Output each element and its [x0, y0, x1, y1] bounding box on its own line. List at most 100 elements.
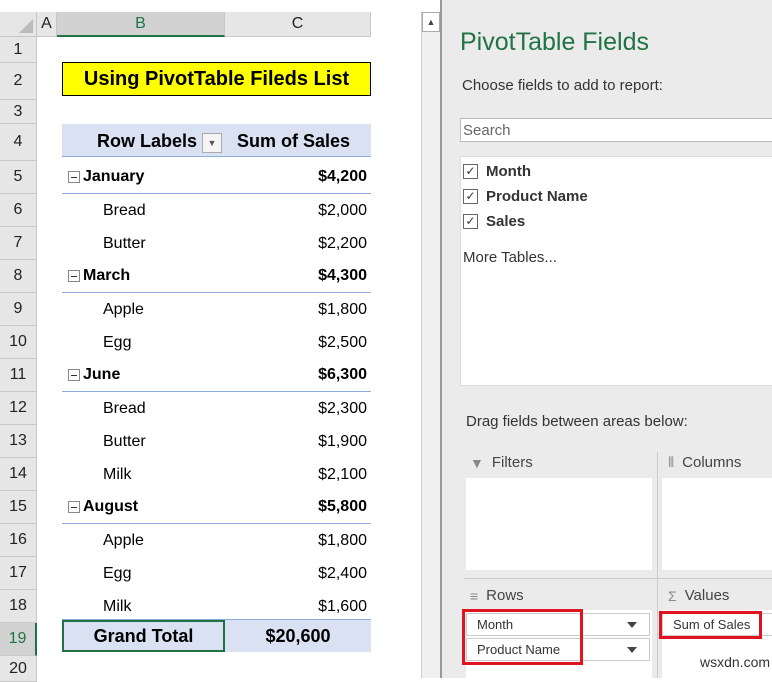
row-header-13[interactable]: 13	[0, 425, 37, 458]
row-label[interactable]: June	[62, 366, 221, 384]
row-label-text: Butter	[103, 432, 146, 450]
sum-of-sales-header[interactable]: Sum of Sales	[236, 131, 350, 151]
filter-dropdown-icon[interactable]: ▼	[202, 133, 222, 153]
row-header-6[interactable]: 6	[0, 194, 37, 227]
row-header-2[interactable]: 2	[0, 63, 37, 100]
row-header-10[interactable]: 10	[0, 326, 37, 359]
checkbox-checked-icon[interactable]: ✓	[463, 214, 478, 229]
row-value[interactable]: $2,400	[318, 564, 367, 582]
select-all-corner[interactable]	[0, 12, 37, 37]
row-label[interactable]: January	[62, 168, 221, 186]
field-product-name[interactable]: ✓ Product Name	[463, 188, 588, 205]
row-label[interactable]: Milk	[62, 466, 221, 484]
row-header-20[interactable]: 20	[0, 656, 37, 682]
row-header-7[interactable]: 7	[0, 227, 37, 260]
row-header-11[interactable]: 11	[0, 359, 37, 392]
rows-chip-product-name[interactable]: Product Name	[466, 638, 650, 661]
row-value[interactable]: $4,200	[318, 168, 367, 185]
values-chip-sum-of-sales[interactable]: Sum of Sales	[662, 613, 772, 636]
row-value[interactable]: $2,100	[318, 465, 367, 483]
row-header-9[interactable]: 9	[0, 293, 37, 326]
row-header-4[interactable]: 4	[0, 124, 37, 161]
row-value[interactable]: $2,300	[318, 399, 367, 417]
row-labels-header[interactable]: Row Labels	[97, 131, 198, 151]
pivot-item-row: Egg $2,400	[62, 557, 371, 590]
row-header-1[interactable]: 1	[0, 37, 37, 63]
row-label-text: March	[83, 267, 131, 284]
field-sales[interactable]: ✓ Sales	[463, 213, 525, 230]
row-value[interactable]: $5,800	[318, 498, 367, 515]
chip-label: Sum of Sales	[673, 617, 751, 632]
field-list: ✓ Month ✓ Product Name ✓ Sales More Tables.…	[460, 156, 772, 386]
pane-title: PivotTable Fields	[460, 28, 649, 56]
row-value[interactable]: $4,300	[318, 267, 367, 284]
columns-icon: ⦀	[668, 454, 675, 470]
dropdown-arrow-icon[interactable]	[627, 647, 637, 653]
grand-total-value[interactable]: $20,600	[265, 625, 331, 646]
search-input[interactable]: Search	[460, 118, 772, 142]
dropdown-arrow-icon[interactable]	[627, 622, 637, 628]
row-label-text: Egg	[103, 564, 132, 582]
row-value[interactable]: $1,800	[318, 300, 367, 318]
row-value[interactable]: $1,600	[318, 597, 367, 615]
row-header-18[interactable]: 18	[0, 590, 37, 623]
columns-area-header: ⦀ Columns	[668, 454, 741, 471]
scroll-up-icon[interactable]: ▲	[422, 12, 440, 32]
collapse-minus-icon[interactable]	[68, 170, 80, 183]
checkbox-checked-icon[interactable]: ✓	[463, 164, 478, 179]
row-value[interactable]: $2,000	[318, 201, 367, 219]
row-header-5[interactable]: 5	[0, 161, 37, 194]
row-value[interactable]: $1,900	[318, 432, 367, 450]
field-label: Sales	[486, 213, 526, 230]
row-label[interactable]: March	[62, 267, 221, 285]
more-tables-link[interactable]: More Tables...	[463, 249, 557, 266]
row-label[interactable]: Apple	[62, 301, 221, 319]
collapse-minus-icon[interactable]	[68, 368, 80, 381]
rows-chip-month[interactable]: Month	[466, 613, 650, 636]
row-header-3[interactable]: 3	[0, 100, 37, 124]
vertical-scrollbar[interactable]: ▲	[421, 12, 440, 678]
collapse-minus-icon[interactable]	[68, 269, 80, 282]
column-header-a[interactable]: A	[37, 12, 57, 37]
pivot-month-row: June $6,300	[62, 359, 371, 392]
row-header-15[interactable]: 15	[0, 491, 37, 524]
pivot-month-row: August $5,800	[62, 491, 371, 524]
row-label[interactable]: Butter	[62, 235, 221, 253]
sheet-title[interactable]: Using PivotTable Fileds List	[62, 62, 371, 96]
row-value[interactable]: $1,800	[318, 531, 367, 549]
row-label-text: Milk	[103, 465, 132, 483]
watermark: wsxdn.com	[700, 654, 771, 670]
filters-drop-area[interactable]	[466, 478, 652, 570]
row-label-text: January	[83, 168, 145, 185]
field-month[interactable]: ✓ Month	[463, 163, 531, 180]
columns-label: Columns	[682, 454, 742, 471]
pivot-item-row: Milk $2,100	[62, 458, 371, 491]
filters-label: Filters	[491, 454, 533, 471]
checkbox-checked-icon[interactable]: ✓	[463, 189, 478, 204]
row-label-text: Apple	[103, 300, 144, 318]
row-label[interactable]: Bread	[62, 202, 221, 220]
row-label[interactable]: Milk	[62, 598, 221, 616]
row-header-14[interactable]: 14	[0, 458, 37, 491]
collapse-minus-icon[interactable]	[68, 500, 80, 513]
row-label[interactable]: Butter	[62, 433, 221, 451]
row-header-16[interactable]: 16	[0, 524, 37, 557]
row-header-12[interactable]: 12	[0, 392, 37, 425]
rows-area-header: ≡ Rows	[470, 587, 524, 604]
row-label[interactable]: August	[62, 498, 221, 516]
row-label[interactable]: Bread	[62, 400, 221, 418]
row-label[interactable]: Egg	[62, 334, 221, 352]
row-label[interactable]: Egg	[62, 565, 221, 583]
row-label-text: Butter	[103, 234, 146, 252]
grand-total-label[interactable]: Grand Total	[62, 620, 225, 652]
row-header-19[interactable]: 19	[0, 623, 37, 656]
row-value[interactable]: $2,500	[318, 333, 367, 351]
column-header-b[interactable]: B	[57, 12, 225, 37]
row-header-17[interactable]: 17	[0, 557, 37, 590]
row-value[interactable]: $2,200	[318, 234, 367, 252]
column-header-c[interactable]: C	[225, 12, 371, 37]
row-header-8[interactable]: 8	[0, 260, 37, 293]
row-value[interactable]: $6,300	[318, 366, 367, 383]
columns-drop-area[interactable]	[662, 478, 772, 570]
row-label[interactable]: Apple	[62, 532, 221, 550]
